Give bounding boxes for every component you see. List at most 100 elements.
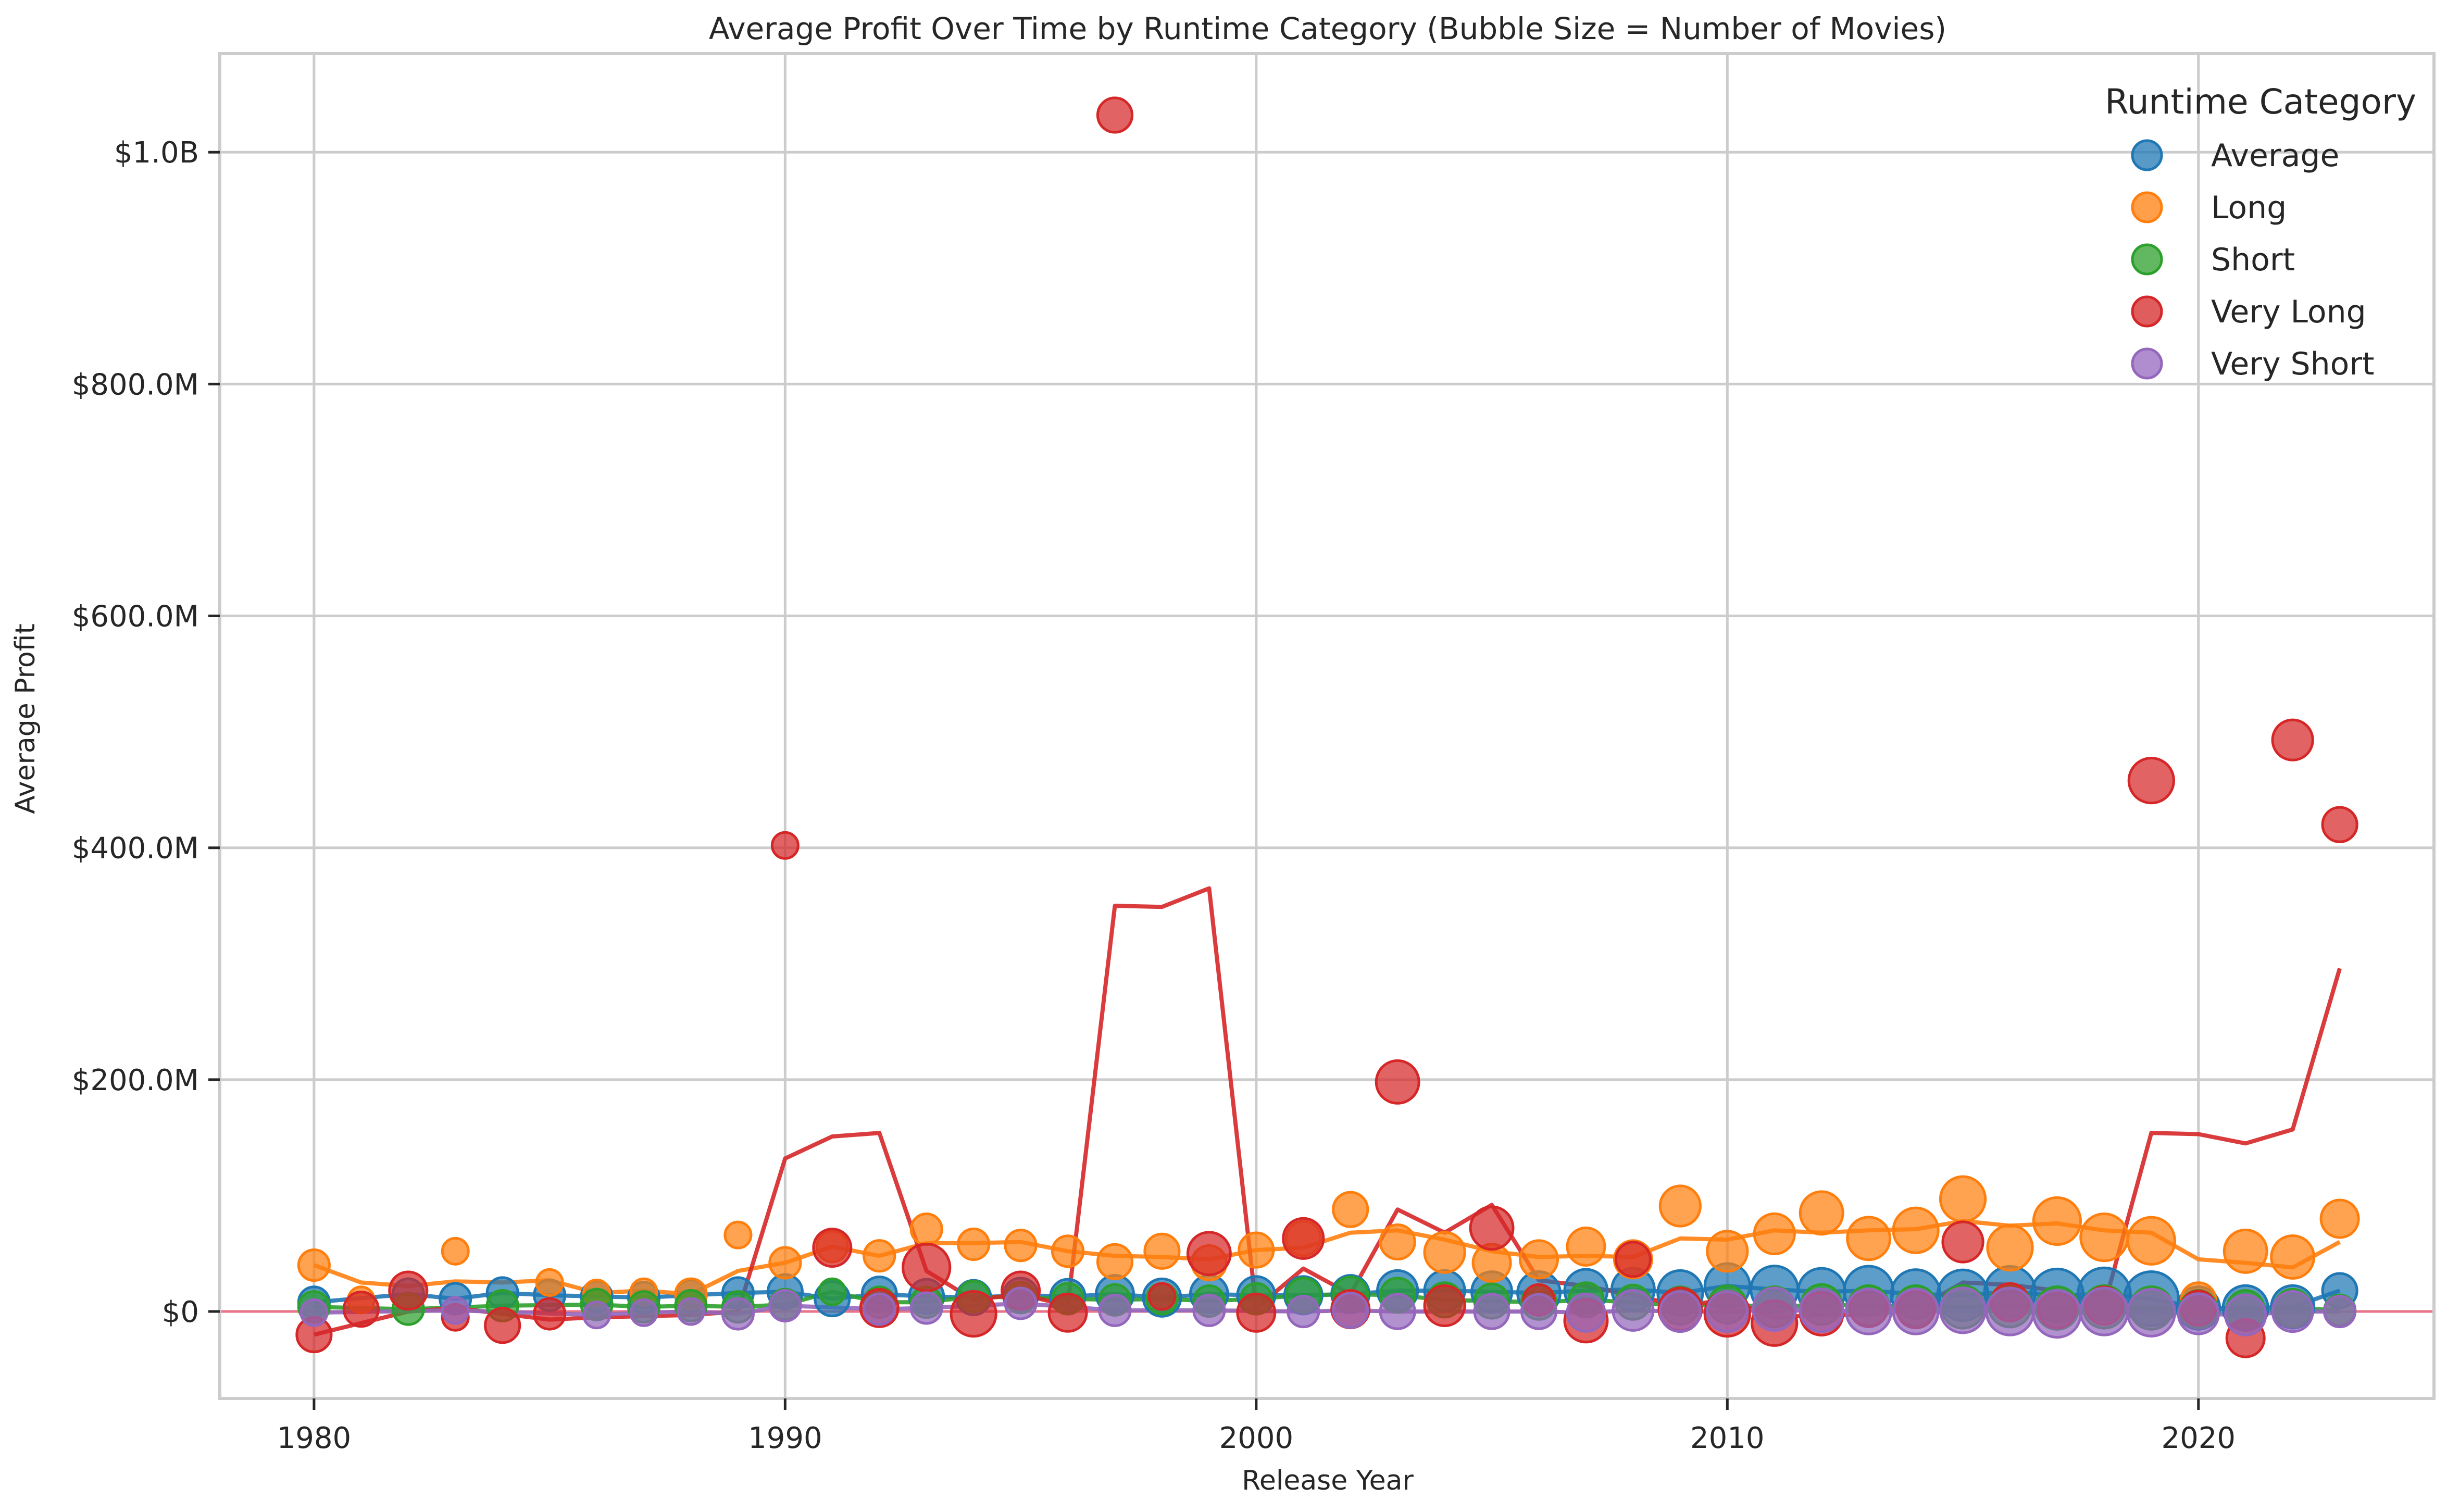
legend-marker-short: [2131, 243, 2163, 276]
bubble-very-short: [1287, 1295, 1320, 1329]
legend-label-very-long: Very Long: [2211, 294, 2366, 330]
bubble-long: [1004, 1229, 1038, 1263]
bubble-very-short: [1520, 1293, 1558, 1330]
bubble-very-long: [1147, 1282, 1177, 1311]
bubble-very-long: [1941, 1220, 1984, 1264]
bubble-long: [1332, 1191, 1369, 1228]
bubble-long: [1051, 1234, 1085, 1268]
bubble-long: [1566, 1226, 1606, 1267]
axis-ticks: 1980 1990 2000 2010 2020 $0 $200.0M $400.0M $600…: [72, 136, 2236, 1455]
bubble-very-long: [1096, 96, 1134, 134]
bubble-very-short: [1379, 1293, 1416, 1330]
bubble-very-long: [770, 831, 800, 860]
bubble-very-long: [950, 1290, 997, 1338]
bubble-very-long: [2127, 757, 2175, 805]
legend-title: Runtime Category: [2105, 82, 2416, 122]
y-tick-label: $0: [162, 1295, 199, 1329]
bubble-very-long: [812, 1228, 853, 1268]
bubble-very-short: [582, 1301, 611, 1330]
bubble-very-long: [484, 1307, 521, 1344]
bubble-short: [818, 1277, 847, 1306]
grid-lines: [220, 54, 2434, 1398]
bubble-long: [863, 1239, 896, 1273]
bubble-long: [1706, 1230, 1749, 1273]
x-tick-label: 2010: [1690, 1421, 1765, 1455]
bubble-long: [2270, 1234, 2316, 1280]
bubble-very-short: [1799, 1288, 1844, 1333]
y-tick-label: $200.0M: [72, 1064, 199, 1097]
bubble-very-short: [676, 1297, 705, 1326]
bubble-very-short: [441, 1296, 470, 1325]
bubble-very-short: [721, 1297, 755, 1331]
bubble-very-short: [2177, 1292, 2220, 1335]
legend-label-very-short: Very Short: [2211, 346, 2375, 382]
x-tick-label: 1980: [277, 1421, 352, 1455]
bubble-long: [1096, 1243, 1134, 1280]
legend-marker-very-short: [2131, 347, 2163, 380]
bubble-very-long: [388, 1270, 429, 1311]
bubble-very-long: [1614, 1241, 1652, 1278]
legend-label-long: Long: [2211, 190, 2287, 226]
bubble-long: [441, 1236, 470, 1266]
bubbles: [295, 96, 2360, 1358]
bubble-very-short: [1004, 1286, 1038, 1320]
bubble-very-long: [1469, 1205, 1515, 1251]
bubble-very-short: [1658, 1290, 1702, 1333]
legend-label-short: Short: [2211, 242, 2295, 278]
x-tick-label: 1990: [748, 1421, 822, 1455]
bubble-very-long: [1282, 1217, 1325, 1260]
bubble-long: [2079, 1212, 2129, 1263]
legend-label-average: Average: [2211, 138, 2339, 174]
bubble-long: [297, 1248, 331, 1282]
bubble-very-short: [2032, 1289, 2082, 1339]
bubble-very-long: [1236, 1292, 1277, 1333]
bubble-very-short: [299, 1298, 329, 1327]
x-tick-label: 2020: [2162, 1421, 2236, 1455]
bubble-very-short: [629, 1298, 658, 1327]
bubble-very-short: [1752, 1286, 1797, 1332]
bubble-very-short: [1098, 1293, 1132, 1327]
bubble-long: [2223, 1228, 2268, 1274]
bubble-very-short: [1473, 1293, 1510, 1330]
chart-title: Average Profit Over Time by Runtime Cate…: [709, 11, 1946, 46]
legend-marker-very-long: [2131, 295, 2163, 328]
bubble-very-long: [902, 1242, 952, 1293]
bubble-long: [1846, 1216, 1892, 1261]
bubble-very-short: [2126, 1288, 2176, 1338]
bubble-very-long: [1375, 1059, 1420, 1105]
bubble-long: [723, 1220, 753, 1249]
legend-marker-average: [2131, 139, 2163, 171]
bubble-very-long: [1423, 1284, 1466, 1328]
y-tick-label: $600.0M: [72, 600, 199, 634]
bubble-very-short: [2323, 1295, 2357, 1329]
plot-frame: [218, 52, 2436, 1400]
bubble-very-short: [2079, 1286, 2129, 1336]
bubble-very-short: [2224, 1293, 2267, 1336]
bubble-very-short: [2271, 1290, 2314, 1333]
bubble-very-short: [1566, 1292, 1606, 1333]
bubble-very-short: [1892, 1288, 1940, 1335]
bubble-very-long: [1186, 1231, 1232, 1277]
bubble-long: [2032, 1196, 2082, 1246]
legend-marker-long: [2131, 191, 2163, 223]
bubble-long: [2126, 1216, 2176, 1266]
legend: Runtime Category Average Long Short Very Lo…: [2105, 82, 2416, 382]
y-tick-label: $400.0M: [72, 832, 199, 866]
bubble-very-long: [533, 1297, 567, 1331]
bubble-very-short: [1985, 1286, 2035, 1336]
bubble-very-short: [1332, 1292, 1369, 1329]
y-axis-title: Average Profit: [10, 623, 41, 814]
bubble-very-short: [1939, 1286, 1987, 1334]
bubble-very-short: [909, 1291, 943, 1325]
bubble-long: [1423, 1231, 1466, 1274]
bubble-long: [1753, 1212, 1796, 1256]
bubble-long: [1658, 1184, 1702, 1228]
bubble-very-long: [2271, 718, 2314, 761]
bubble-long: [1143, 1232, 1181, 1270]
bubble-very-short: [1192, 1293, 1226, 1327]
bubble-very-short: [863, 1292, 896, 1326]
y-tick-label: $1.0B: [114, 136, 199, 170]
bubble-very-long: [2321, 806, 2358, 843]
bubble-long: [1799, 1190, 1844, 1236]
